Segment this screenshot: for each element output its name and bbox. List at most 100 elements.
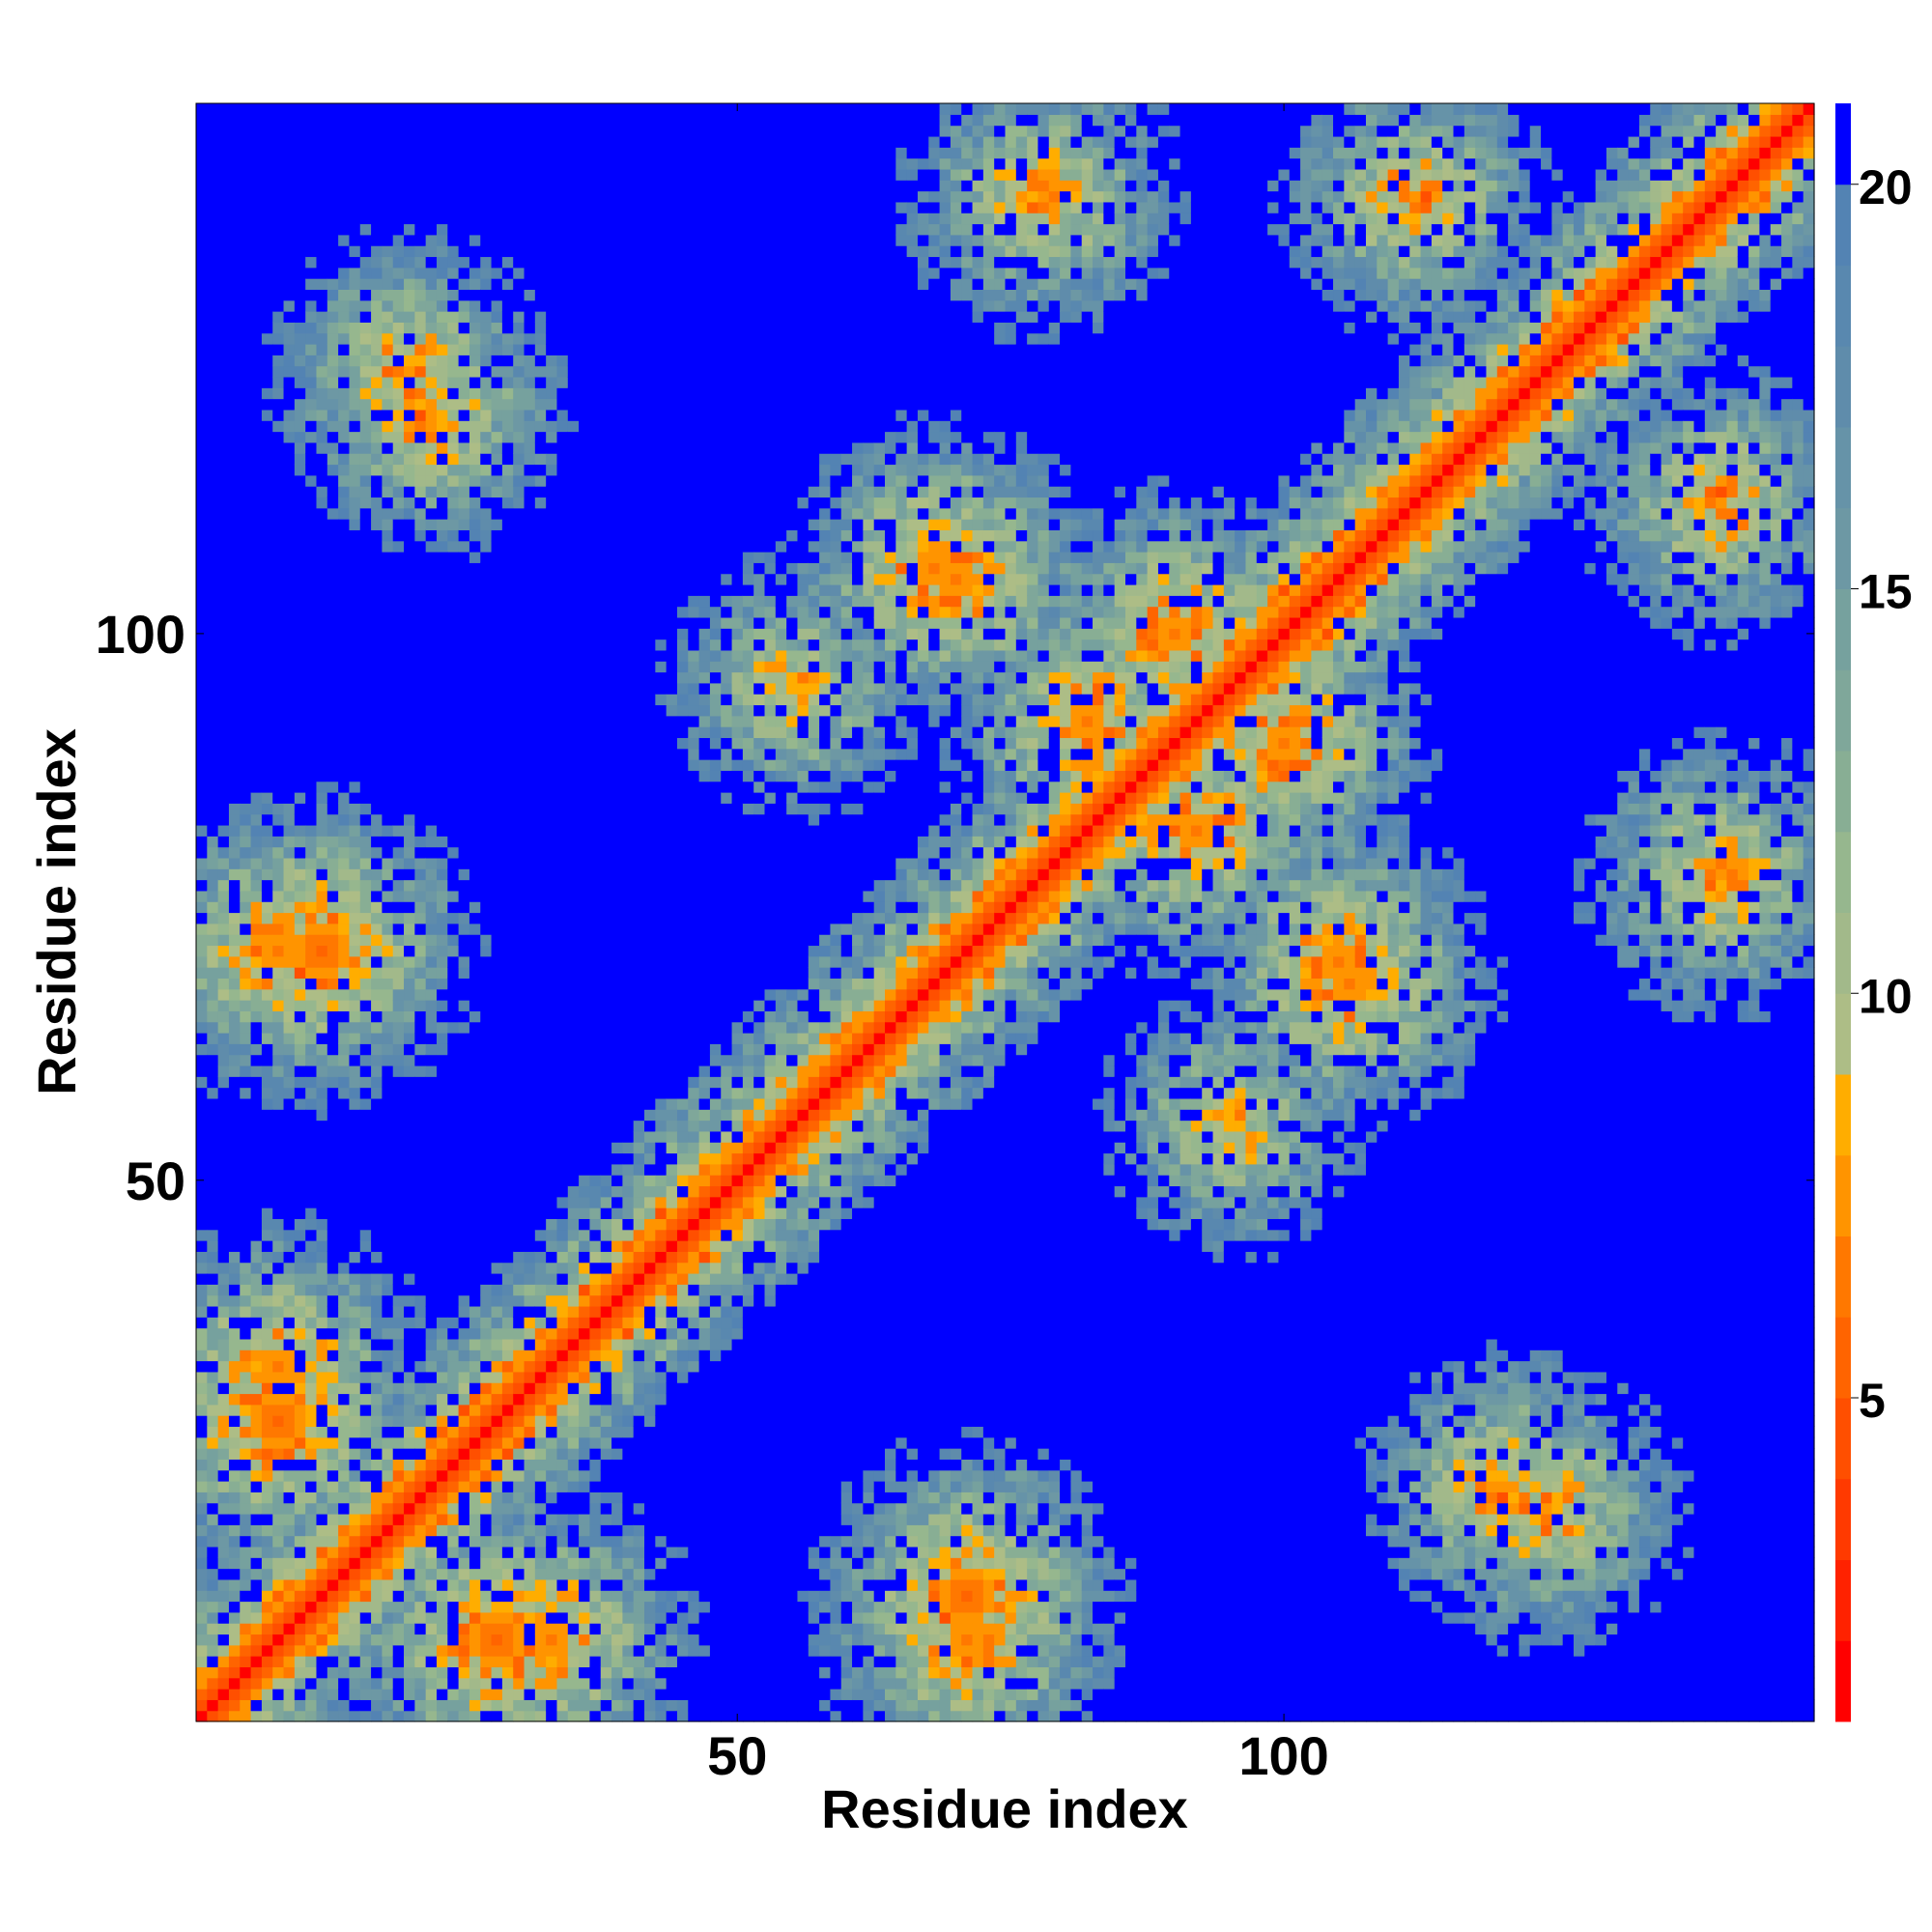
heatmap-cell xyxy=(458,573,470,585)
heatmap-cell xyxy=(501,1404,514,1416)
heatmap-cell xyxy=(404,1021,415,1034)
heatmap-cell xyxy=(196,1218,208,1231)
heatmap-cell xyxy=(469,1043,481,1056)
heatmap-cell xyxy=(283,441,296,454)
heatmap-cell xyxy=(305,639,318,651)
heatmap-cell xyxy=(524,1251,536,1264)
heatmap-cell xyxy=(414,1032,427,1044)
heatmap-cell xyxy=(272,1404,285,1416)
heatmap-cell xyxy=(305,180,318,192)
heatmap-cell xyxy=(436,387,448,400)
heatmap-cell xyxy=(414,606,427,618)
heatmap-cell xyxy=(283,1469,296,1482)
heatmap-cell xyxy=(240,1502,252,1515)
heatmap-cell xyxy=(469,1492,481,1504)
heatmap-cell xyxy=(534,671,547,684)
heatmap-cell xyxy=(371,1459,383,1471)
heatmap-cell xyxy=(316,737,328,750)
heatmap-cell xyxy=(207,1710,219,1722)
heatmap-cell xyxy=(217,125,230,137)
heatmap-cell xyxy=(316,1546,328,1558)
heatmap-cell xyxy=(217,857,230,869)
heatmap-cell xyxy=(371,278,383,290)
heatmap-cell xyxy=(272,737,285,750)
heatmap-cell xyxy=(316,770,328,782)
heatmap-cell xyxy=(436,278,448,290)
heatmap-cell xyxy=(414,1546,427,1558)
heatmap-cell xyxy=(371,583,383,596)
heatmap-cell xyxy=(240,1623,252,1635)
heatmap-cell xyxy=(491,1656,503,1668)
heatmap-cell xyxy=(513,519,526,530)
heatmap-cell xyxy=(556,967,569,980)
heatmap-cell xyxy=(207,267,219,279)
heatmap-cell xyxy=(491,213,503,225)
heatmap-cell xyxy=(447,1689,460,1700)
heatmap-cell xyxy=(261,497,273,509)
heatmap-cell xyxy=(480,486,493,498)
heatmap-cell xyxy=(217,1557,230,1570)
heatmap-cell xyxy=(327,322,339,334)
heatmap-cell xyxy=(294,103,306,115)
heatmap-cell xyxy=(513,824,526,837)
heatmap-cell xyxy=(349,431,361,443)
heatmap-cell xyxy=(436,1382,448,1395)
heatmap-cell xyxy=(327,616,339,629)
heatmap-cell xyxy=(534,267,547,279)
heatmap-cell xyxy=(217,256,230,269)
heatmap-cell xyxy=(272,267,285,279)
heatmap-cell xyxy=(250,1350,263,1362)
heatmap-cell xyxy=(524,103,536,115)
heatmap-cell xyxy=(371,1010,383,1023)
heatmap-cell xyxy=(338,1152,351,1165)
heatmap-cell xyxy=(359,1054,372,1066)
heatmap-cell xyxy=(546,1240,558,1252)
heatmap-cell xyxy=(534,661,547,673)
heatmap-cell xyxy=(436,1076,448,1089)
heatmap-cell xyxy=(228,1492,241,1504)
heatmap-cell xyxy=(425,311,438,323)
heatmap-cell xyxy=(228,1294,241,1307)
heatmap-cell xyxy=(392,540,405,553)
heatmap-cell xyxy=(327,474,339,487)
heatmap-cell xyxy=(217,486,230,498)
heatmap-cell xyxy=(513,1294,526,1307)
heatmap-cell xyxy=(513,945,526,957)
heatmap-cell xyxy=(534,1120,547,1132)
heatmap-cell xyxy=(305,1404,318,1416)
heatmap-cell xyxy=(250,694,263,706)
heatmap-cell xyxy=(404,748,415,760)
heatmap-cell xyxy=(196,420,208,433)
heatmap-cell xyxy=(196,846,208,859)
heatmap-cell xyxy=(371,1502,383,1515)
heatmap-cell xyxy=(261,967,273,980)
heatmap-cell xyxy=(305,1546,318,1558)
heatmap-cell xyxy=(294,1240,306,1252)
heatmap-cell xyxy=(534,157,547,170)
heatmap-cell xyxy=(261,441,273,454)
heatmap-cell xyxy=(392,759,405,771)
heatmap-cell xyxy=(217,661,230,673)
heatmap-cell xyxy=(491,1689,503,1700)
heatmap-cell xyxy=(513,540,526,553)
heatmap-cell xyxy=(272,813,285,826)
heatmap-cell xyxy=(359,1000,372,1011)
heatmap-cell xyxy=(305,726,318,739)
heatmap-cell xyxy=(217,1415,230,1428)
heatmap-cell xyxy=(447,213,460,225)
heatmap-cell xyxy=(414,1010,427,1023)
heatmap-cell xyxy=(228,278,241,290)
heatmap-cell xyxy=(469,1218,481,1231)
heatmap-cell xyxy=(524,1152,536,1165)
heatmap-cell xyxy=(447,912,460,924)
heatmap-cell xyxy=(458,813,470,826)
heatmap-cell xyxy=(501,332,514,345)
heatmap-cell xyxy=(469,1656,481,1668)
heatmap-cell xyxy=(425,1175,438,1187)
heatmap-cell xyxy=(458,1656,470,1668)
heatmap-cell xyxy=(217,955,230,968)
heatmap-cell xyxy=(458,114,470,127)
heatmap-cell xyxy=(338,1251,351,1264)
heatmap-cell xyxy=(546,1142,558,1154)
heatmap-cell xyxy=(371,1371,383,1383)
